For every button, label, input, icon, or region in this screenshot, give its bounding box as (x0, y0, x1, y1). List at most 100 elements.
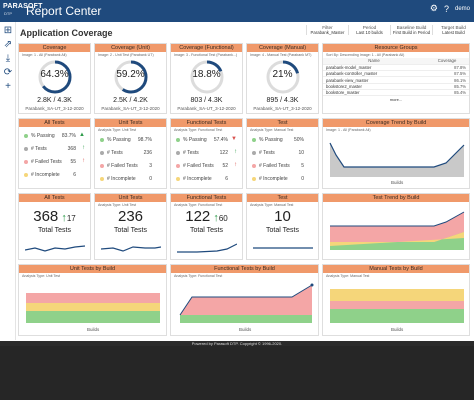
widget-title: Test (247, 194, 318, 202)
unit-tests-stats-widget[interactable]: Unit Tests Analysis Type: Unit Test % Pa… (94, 118, 167, 189)
incomplete-label: # Incomplete (107, 176, 136, 182)
coverage-unit-widget[interactable]: Coverage (Unit) Image: 2 - Unit Test (Pa… (94, 43, 167, 114)
passing-value: 57.4% (213, 137, 228, 143)
incomplete-value: 6 (225, 176, 228, 182)
coverage-build: Parabank_SA-UT_3-12-2020 (253, 106, 312, 111)
passing-label: % Passing (183, 137, 207, 143)
up-arrow-icon: ↑ (234, 162, 237, 168)
coverage-widget[interactable]: Coverage Image: 1 - All (Parabank All) 6… (18, 43, 91, 114)
table-row[interactable]: bookstore2_master 85.7% (323, 83, 469, 91)
incomplete-label: # Incomplete (183, 176, 212, 182)
functional-tests-by-build-widget[interactable]: Functional Tests by Build Analysis Type:… (170, 264, 319, 336)
sparkline (25, 245, 85, 252)
ring-progress (38, 60, 71, 94)
up-arrow-icon: ▲ (79, 132, 85, 138)
filter-selector[interactable]: Filter Parabank_Master (306, 25, 348, 35)
widget-title: Functional Tests (171, 119, 242, 127)
coverage-ratio: 803 / 4.3K (190, 97, 223, 104)
manual-tests-stats-widget[interactable]: Test Analysis Type: Manual Test % Passin… (246, 118, 319, 189)
all-tests-total-widget[interactable]: All Tests 368 ↑17 Total Tests (18, 193, 91, 260)
functional-tests-total-widget[interactable]: Functional Tests Analysis Type: Function… (170, 193, 243, 260)
x-axis-label: Builds (239, 327, 252, 332)
period-value: Last 10 builds (356, 30, 383, 35)
filter-value: Parabank_Master (310, 30, 345, 35)
refresh-icon[interactable]: ⟳ (3, 67, 13, 78)
widget-title: Resource Groups (323, 44, 469, 52)
unit-tests-by-build-widget[interactable]: Unit Tests by Build Analysis Type: Unit … (18, 264, 167, 336)
tests-label: # Tests (259, 150, 275, 156)
manual-tests-by-build-widget[interactable]: Manual Tests by Build Analysis Type: Man… (322, 264, 470, 336)
row-coverage: 86.1% (425, 76, 469, 84)
total-count: 368 ↑17 (19, 208, 90, 225)
total-label: Total Tests (190, 227, 223, 234)
new-report-icon[interactable]: ⊞ (3, 25, 13, 36)
coverage-build: Parabank_SA-UT_3-12-2020 (25, 106, 84, 111)
row-name: parabank-view_master (323, 76, 426, 84)
baseline-build-selector[interactable]: Baseline Build First Build in Period (390, 25, 432, 35)
footer-copyright: Powered by Parasoft DTP. Copyright © 199… (0, 341, 474, 346)
coverage-ring (114, 60, 147, 94)
unit-tests-total-widget[interactable]: Unit Tests Analysis Type: Unit Test 236 … (94, 193, 167, 260)
filter-label: Filter (322, 25, 333, 30)
passing-label: % Passing (259, 137, 283, 143)
table-row[interactable]: parabank-model_master 87.8% (323, 64, 469, 72)
ring-progress (266, 60, 299, 94)
left-sidebar: ⊞ ⇗ ⤓ ⟳ + (0, 22, 16, 340)
coverage-manual-widget[interactable]: Coverage (Manual) Image: 4 - Manual Test… (246, 43, 319, 114)
widget-subtitle: Analysis Type: Functional Test (174, 128, 223, 132)
incomplete-label: # Incomplete (31, 172, 60, 178)
more-link[interactable]: more... (389, 97, 403, 103)
download-icon[interactable]: ⤓ (5, 53, 11, 64)
user-menu[interactable]: demo (454, 5, 470, 12)
widget-subtitle: Image: 1 - All (Parabank All) (326, 128, 371, 132)
resource-groups-widget[interactable]: Resource Groups Sort By: Descending Imag… (322, 43, 470, 114)
coverage-build: Parabank_SA-UT_3-12-2020 (177, 106, 236, 111)
failed-label: # Failed Tests (107, 163, 138, 169)
passing-label: % Passing (107, 137, 131, 143)
widget-subtitle: Image: 3 - Functional Test (Parabank...) (174, 53, 238, 57)
up-arrow-icon: ↑ (58, 212, 67, 224)
up-arrow-icon: ↑ (210, 212, 219, 224)
resource-groups-table: Name Coverage parabank-model_master 87.8% … (323, 58, 469, 97)
widget-subtitle: Image: 2 - Unit Test (Parabank UT) (98, 53, 154, 57)
all-tests-stats-widget[interactable]: All Tests % Passing 83.7% ▲ # Tests 368 ↑ # … (18, 118, 91, 189)
coverage-trend-widget[interactable]: Coverage Trend by Build Image: 1 - All (… (322, 118, 470, 189)
settings-gear-icon[interactable]: ⚙ (429, 3, 438, 13)
table-row[interactable]: parabank-view_master 86.1% (323, 76, 469, 84)
period-selector[interactable]: Period Last 10 builds (348, 25, 390, 35)
widget-title: Coverage (Unit) (95, 44, 166, 52)
incomplete-value: 6 (73, 172, 76, 178)
row-coverage: 85.4% (425, 89, 469, 97)
app-title: Report Center (26, 4, 102, 18)
widget-title: Coverage (19, 44, 90, 52)
manual-tests-total-widget[interactable]: Test Analysis Type: Manual Test 10 Total… (246, 193, 319, 260)
row-name: bookstore2_master (323, 83, 426, 91)
total-count: 10 (274, 208, 291, 225)
coverage-percent: 18.8% (192, 69, 221, 80)
total-delta: 17 (66, 214, 76, 223)
functional-tests-stats-widget[interactable]: Functional Tests Analysis Type: Function… (170, 118, 243, 189)
test-trend-widget[interactable]: Test Trend by Build (322, 193, 470, 260)
widget-title: Unit Tests (95, 119, 166, 127)
baseline-value: First Build in Period (392, 30, 431, 35)
functional-tests-chart (179, 283, 314, 323)
tests-label: # Tests (183, 150, 199, 156)
unit-tests-chart (26, 293, 160, 323)
target-build-selector[interactable]: Target Build Latest Build (432, 25, 474, 35)
tests-label: # Tests (31, 146, 47, 152)
ring-progress (190, 60, 223, 94)
total-count: 236 (117, 208, 144, 225)
help-icon[interactable]: ? (443, 3, 449, 14)
down-arrow-icon: ▼ (231, 136, 237, 142)
tests-value: 10 (298, 150, 304, 156)
widget-subtitle: Analysis Type: Unit Test (98, 203, 137, 207)
total-label: Total Tests (266, 227, 299, 234)
table-row[interactable]: parabank-controller_master 87.5% (323, 70, 469, 78)
table-row[interactable]: bookstore_master 85.4% (323, 89, 469, 97)
passing-value: 83.7% (61, 133, 76, 139)
row-coverage: 87.5% (425, 70, 469, 78)
add-widget-icon[interactable]: + (5, 81, 11, 92)
baseline-label: Baseline Build (396, 25, 427, 30)
coverage-functional-widget[interactable]: Coverage (Functional) Image: 3 - Functio… (170, 43, 243, 114)
export-icon[interactable]: ⇗ (3, 39, 13, 50)
